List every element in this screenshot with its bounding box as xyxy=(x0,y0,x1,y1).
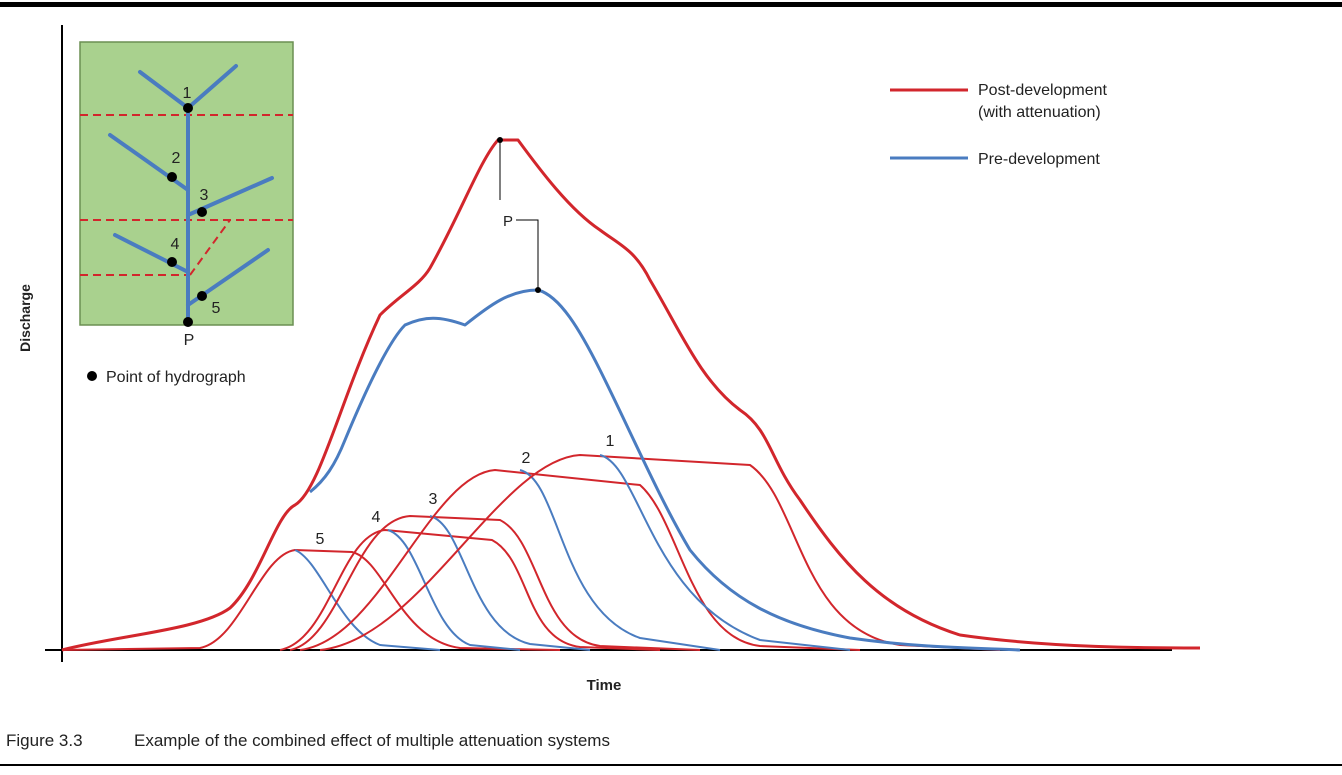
legend-label: Post-development xyxy=(978,82,1108,99)
figure: Discharge Time P 1 2 3 4 5 Post-developm… xyxy=(0,0,1342,770)
pre-development-curve xyxy=(310,290,1020,650)
curve-label: 1 xyxy=(606,433,615,450)
node xyxy=(197,291,207,301)
hydrograph-1 xyxy=(320,455,1000,650)
node-label: P xyxy=(184,332,195,349)
key-label: Point of hydrograph xyxy=(106,369,246,386)
curve-label: 4 xyxy=(372,509,381,526)
legend-label: Pre-development xyxy=(978,151,1100,168)
peak-leader xyxy=(516,220,538,290)
curve-label: 3 xyxy=(429,491,438,508)
curve-label: 2 xyxy=(522,450,531,467)
node xyxy=(167,257,177,267)
legend-label: (with attenuation) xyxy=(978,104,1101,121)
node xyxy=(183,317,193,327)
node xyxy=(167,172,177,182)
pre-hydrograph-4 xyxy=(388,530,520,650)
x-axis-label: Time xyxy=(587,677,622,694)
node-label: 4 xyxy=(171,236,180,253)
hydrograph-4 xyxy=(280,530,660,650)
top-rule xyxy=(0,2,1342,7)
caption-text: Example of the combined effect of multip… xyxy=(134,731,610,750)
legend: Post-development (with attenuation) Pre-… xyxy=(890,82,1108,168)
node xyxy=(183,103,193,113)
pre-hydrograph-2 xyxy=(520,470,720,650)
curve-label: 5 xyxy=(316,531,325,548)
node-label: 3 xyxy=(200,187,209,204)
peak-label: P xyxy=(503,213,513,230)
caption-number: Figure 3.3 xyxy=(6,731,83,750)
node-label: 5 xyxy=(212,300,221,317)
inset-map: 1 2 3 4 5 P Point of hydrograph xyxy=(80,42,293,386)
bottom-rule xyxy=(0,764,1342,766)
node-label: 2 xyxy=(172,150,181,167)
y-axis-label: Discharge xyxy=(17,284,33,352)
hydrograph-3 xyxy=(290,516,700,650)
node-label: 1 xyxy=(183,85,192,102)
node xyxy=(197,207,207,217)
key-dot xyxy=(87,371,97,381)
pre-hydrograph-5 xyxy=(295,550,440,650)
